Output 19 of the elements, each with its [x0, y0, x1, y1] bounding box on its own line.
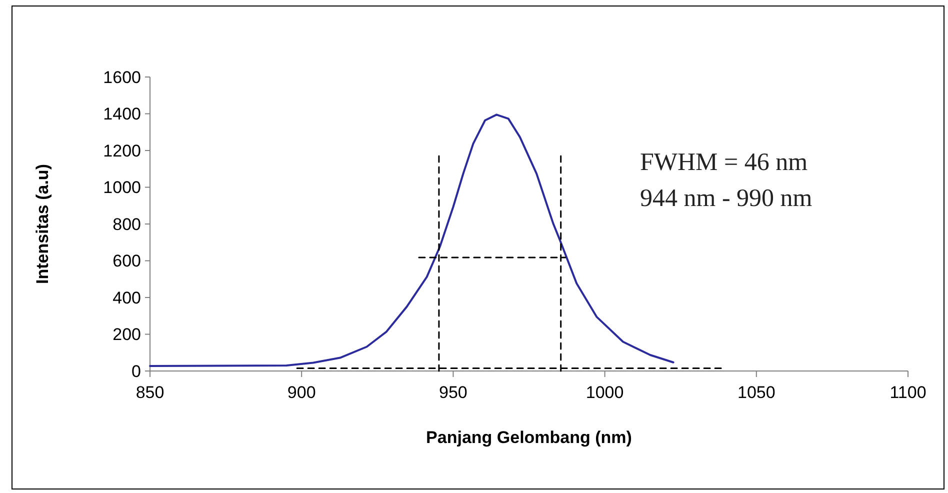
y-tick-label: 600: [112, 252, 141, 271]
x-axis-title: Panjang Gelombang (nm): [426, 428, 632, 447]
x-tick-label: 1000: [586, 383, 624, 402]
x-tick-label: 850: [136, 383, 164, 402]
x-tick-label: 1100: [890, 383, 926, 402]
x-tick-label: 900: [287, 383, 316, 402]
x-tick-label: 1050: [737, 383, 776, 402]
x-tick-label: 950: [439, 383, 468, 402]
y-tick-label: 400: [112, 288, 141, 308]
y-tick-label: 800: [112, 214, 141, 234]
y-tick-label: 1600: [103, 68, 141, 87]
y-axis-title: Intensitas (a.u): [33, 164, 52, 284]
y-tick-label: 1200: [103, 141, 141, 160]
annotation: FWHM = 46 nm: [640, 149, 808, 176]
y-tick-label: 200: [112, 325, 141, 344]
y-tick-label: 1400: [103, 104, 141, 124]
annotation: 944 nm - 990 nm: [640, 185, 813, 212]
y-tick-label: 0: [132, 362, 141, 381]
y-tick-label: 1000: [103, 178, 141, 198]
